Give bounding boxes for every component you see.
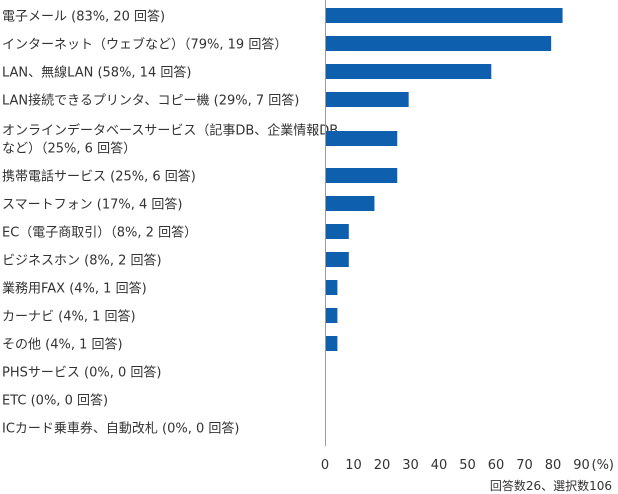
bar [326, 336, 338, 351]
bar [326, 8, 563, 23]
x-unit-label: (%) [592, 458, 615, 473]
category-label-line: ETC (0%, 0 回答) [2, 393, 108, 409]
category-label: インターネット（ウェブなど）（79%, 19 回答） [2, 37, 287, 53]
category-label: EC（電子商取引）（8%, 2 回答） [2, 225, 197, 241]
bar [326, 280, 338, 295]
response-count-note: 回答数26、選択数106 [490, 478, 612, 493]
x-tick-label: 20 [374, 458, 391, 473]
bar [326, 131, 398, 146]
bar [326, 224, 349, 239]
category-label-line: 業務用FAX (4%, 1 回答) [2, 281, 147, 297]
category-label-line: LAN接続できるプリンタ、コピー機 (29%, 7 回答) [2, 93, 299, 109]
category-label: 業務用FAX (4%, 1 回答) [2, 281, 147, 297]
category-label: PHSサービス (0%, 0 回答) [2, 365, 161, 381]
category-label-line: EC（電子商取引）（8%, 2 回答） [2, 225, 197, 241]
x-tick-label: 70 [516, 458, 533, 473]
category-label-line: LAN、無線LAN (58%, 14 回答) [2, 65, 191, 81]
bar [326, 36, 552, 51]
category-label-line: など）（25%, 6 回答） [2, 141, 136, 157]
category-label: スマートフォン (17%, 4 回答) [2, 197, 182, 213]
x-tick-label: 50 [459, 458, 476, 473]
category-label: ETC (0%, 0 回答) [2, 393, 108, 409]
category-label-line: その他 (4%, 1 回答) [2, 337, 123, 353]
x-tick-label: 40 [431, 458, 448, 473]
bar [326, 196, 375, 211]
category-label: LAN、無線LAN (58%, 14 回答) [2, 65, 191, 81]
category-label-line: 携帯電話サービス (25%, 6 回答) [2, 169, 196, 185]
category-label: 携帯電話サービス (25%, 6 回答) [2, 169, 196, 185]
category-label-line: ICカード乗車券、自動改札 (0%, 0 回答) [2, 421, 239, 437]
x-tick-label: 90 [573, 458, 590, 473]
category-label-line: スマートフォン (17%, 4 回答) [2, 197, 182, 213]
category-label-line: 電子メール (83%, 20 回答) [2, 9, 165, 25]
category-label-line: インターネット（ウェブなど）（79%, 19 回答） [2, 37, 287, 53]
x-tick-label: 0 [321, 458, 329, 473]
bar [326, 252, 349, 267]
bar [326, 64, 492, 79]
category-label-line: PHSサービス (0%, 0 回答) [2, 365, 161, 381]
category-label: ICカード乗車券、自動改札 (0%, 0 回答) [2, 421, 239, 437]
x-tick-label: 10 [345, 458, 362, 473]
x-tick-labels: 0 10 20 30 40 50 60 70 80 90 [321, 458, 590, 473]
x-tick-label: 60 [488, 458, 505, 473]
x-tick-label: 30 [402, 458, 419, 473]
x-tick-label: 80 [545, 458, 562, 473]
bar [326, 308, 338, 323]
bar [326, 168, 398, 183]
category-label: その他 (4%, 1 回答) [2, 337, 123, 353]
category-labels: 電子メール (83%, 20 回答) インターネット（ウェブなど）（79%, 19… [2, 9, 338, 437]
bar [326, 92, 409, 107]
category-label: カーナビ (4%, 1 回答) [2, 309, 136, 325]
category-label-line: カーナビ (4%, 1 回答) [2, 309, 136, 325]
category-label-line: ビジネスホン (8%, 2 回答) [2, 253, 162, 269]
category-label: LAN接続できるプリンタ、コピー機 (29%, 7 回答) [2, 93, 299, 109]
category-label: 電子メール (83%, 20 回答) [2, 9, 165, 25]
category-label: オンラインデータベースサービス（記事DB、企業情報DB など）（25%, 6 回答… [2, 123, 338, 157]
category-label-line: オンラインデータベースサービス（記事DB、企業情報DB [2, 123, 338, 139]
bars [326, 8, 563, 351]
category-label: ビジネスホン (8%, 2 回答) [2, 253, 162, 269]
